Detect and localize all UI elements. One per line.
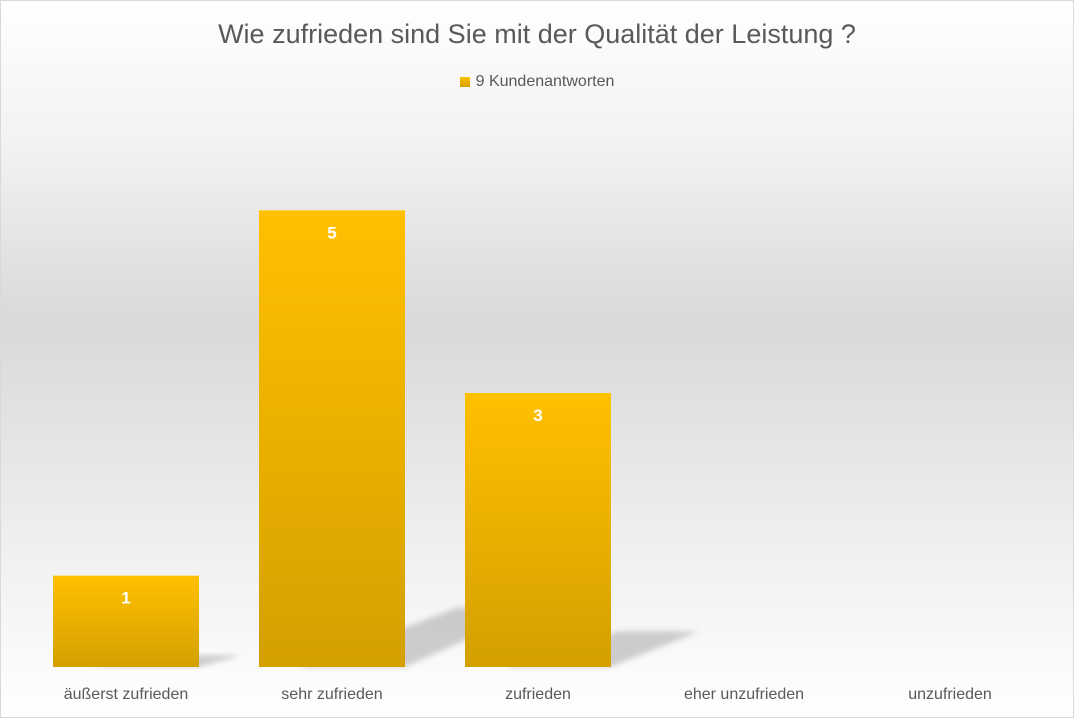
bar-2 [465, 393, 611, 667]
bar-1 [259, 210, 405, 668]
legend-swatch [459, 77, 470, 87]
category-label-0: äußerst zufrieden [64, 686, 189, 703]
data-label-0: 1 [121, 589, 130, 608]
category-label-3: eher unzufrieden [684, 686, 804, 703]
chart-title: Wie zufrieden sind Sie mit der Qualität … [218, 19, 856, 49]
category-label-4: unzufrieden [908, 686, 992, 703]
category-label-2: zufrieden [505, 686, 571, 703]
category-label-1: sehr zufrieden [281, 686, 382, 703]
bar-0 [53, 575, 199, 667]
data-label-1: 5 [327, 223, 336, 242]
legend-label: 9 Kundenantworten [475, 73, 615, 90]
legend: 9 Kundenantworten [1, 73, 1073, 91]
data-label-2: 3 [533, 406, 542, 425]
